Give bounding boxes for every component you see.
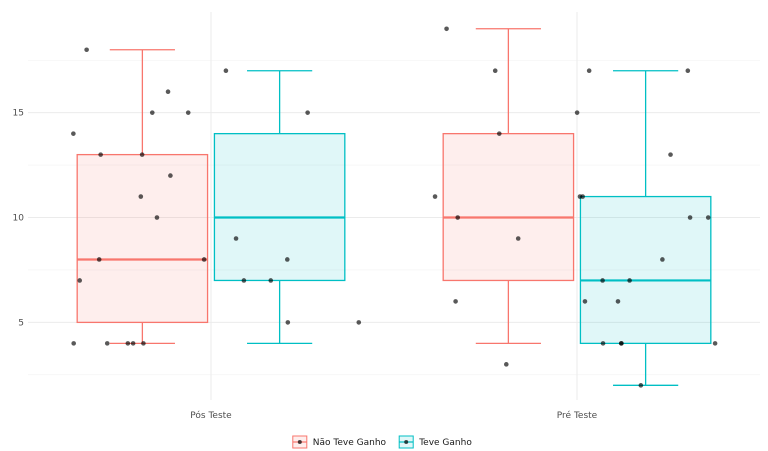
data-point [104,341,110,346]
x-tick-label: Pós Teste [190,410,232,421]
y-tick-label: 10 [13,214,25,224]
data-point [201,257,207,262]
legend-key-point [297,440,302,444]
box-iqr [579,195,712,345]
data-point [223,68,229,74]
data-point [685,68,691,74]
data-point [574,110,580,115]
data-point [84,47,89,53]
data-point [600,278,605,283]
data-point [284,257,290,262]
data-point [138,194,144,199]
data-point [615,299,621,304]
data-point [668,152,673,157]
data-point [268,278,274,283]
box-iqr [213,132,346,282]
data-point [515,236,521,241]
data-point [687,215,693,220]
data-point [705,215,711,220]
data-point [586,68,592,74]
legend-key-point [404,440,409,444]
jitter-points [71,26,718,388]
box-iqr [442,132,575,282]
data-point [496,131,502,136]
data-point [241,278,247,283]
data-point [98,152,103,157]
box-plots [76,28,712,386]
data-point [96,257,102,262]
data-point [71,131,76,136]
data-point [638,383,644,388]
data-point [712,341,718,346]
y-tick-label: 5 [18,318,24,328]
data-point [139,152,145,157]
box-teve-ganho [579,70,712,386]
legend-label: Não Teve Ganho [313,438,387,448]
data-point [432,194,438,199]
data-point [149,110,155,115]
legend: Não Teve Ganho Teve Ganho [292,435,472,449]
box-teve-ganho [213,70,346,345]
data-point [168,173,173,178]
legend-item: Teve Ganho [398,435,472,449]
data-point [285,320,291,325]
legend-item: Não Teve Ganho [292,435,387,449]
data-point [356,320,362,325]
legend-label: Teve Ganho [418,438,472,448]
data-point [582,299,588,304]
data-point [627,278,632,283]
data-point [71,341,76,346]
y-axis-tick-labels: 5 10 15 [13,109,25,329]
data-point [580,194,585,199]
data-point [141,341,146,346]
data-point [600,341,606,346]
x-axis-tick-labels: Pós Teste Pré Teste [190,410,597,421]
data-point [233,236,239,241]
data-point [165,89,171,94]
minor-gridlines [28,59,760,376]
data-point [305,110,310,115]
data-point [185,110,191,115]
data-point [77,278,83,283]
box-iqr [76,153,209,324]
data-point [154,215,160,220]
x-tick-label: Pré Teste [557,410,598,421]
y-tick-label: 15 [13,109,24,119]
data-point [125,341,131,346]
data-point [444,26,449,32]
data-point [453,299,458,304]
data-point [492,68,498,74]
data-point [618,341,624,346]
data-point [503,362,509,367]
data-point [455,215,461,220]
data-point [660,257,665,262]
box-n-o-teve-ganho [442,28,575,345]
data-point [130,341,136,346]
